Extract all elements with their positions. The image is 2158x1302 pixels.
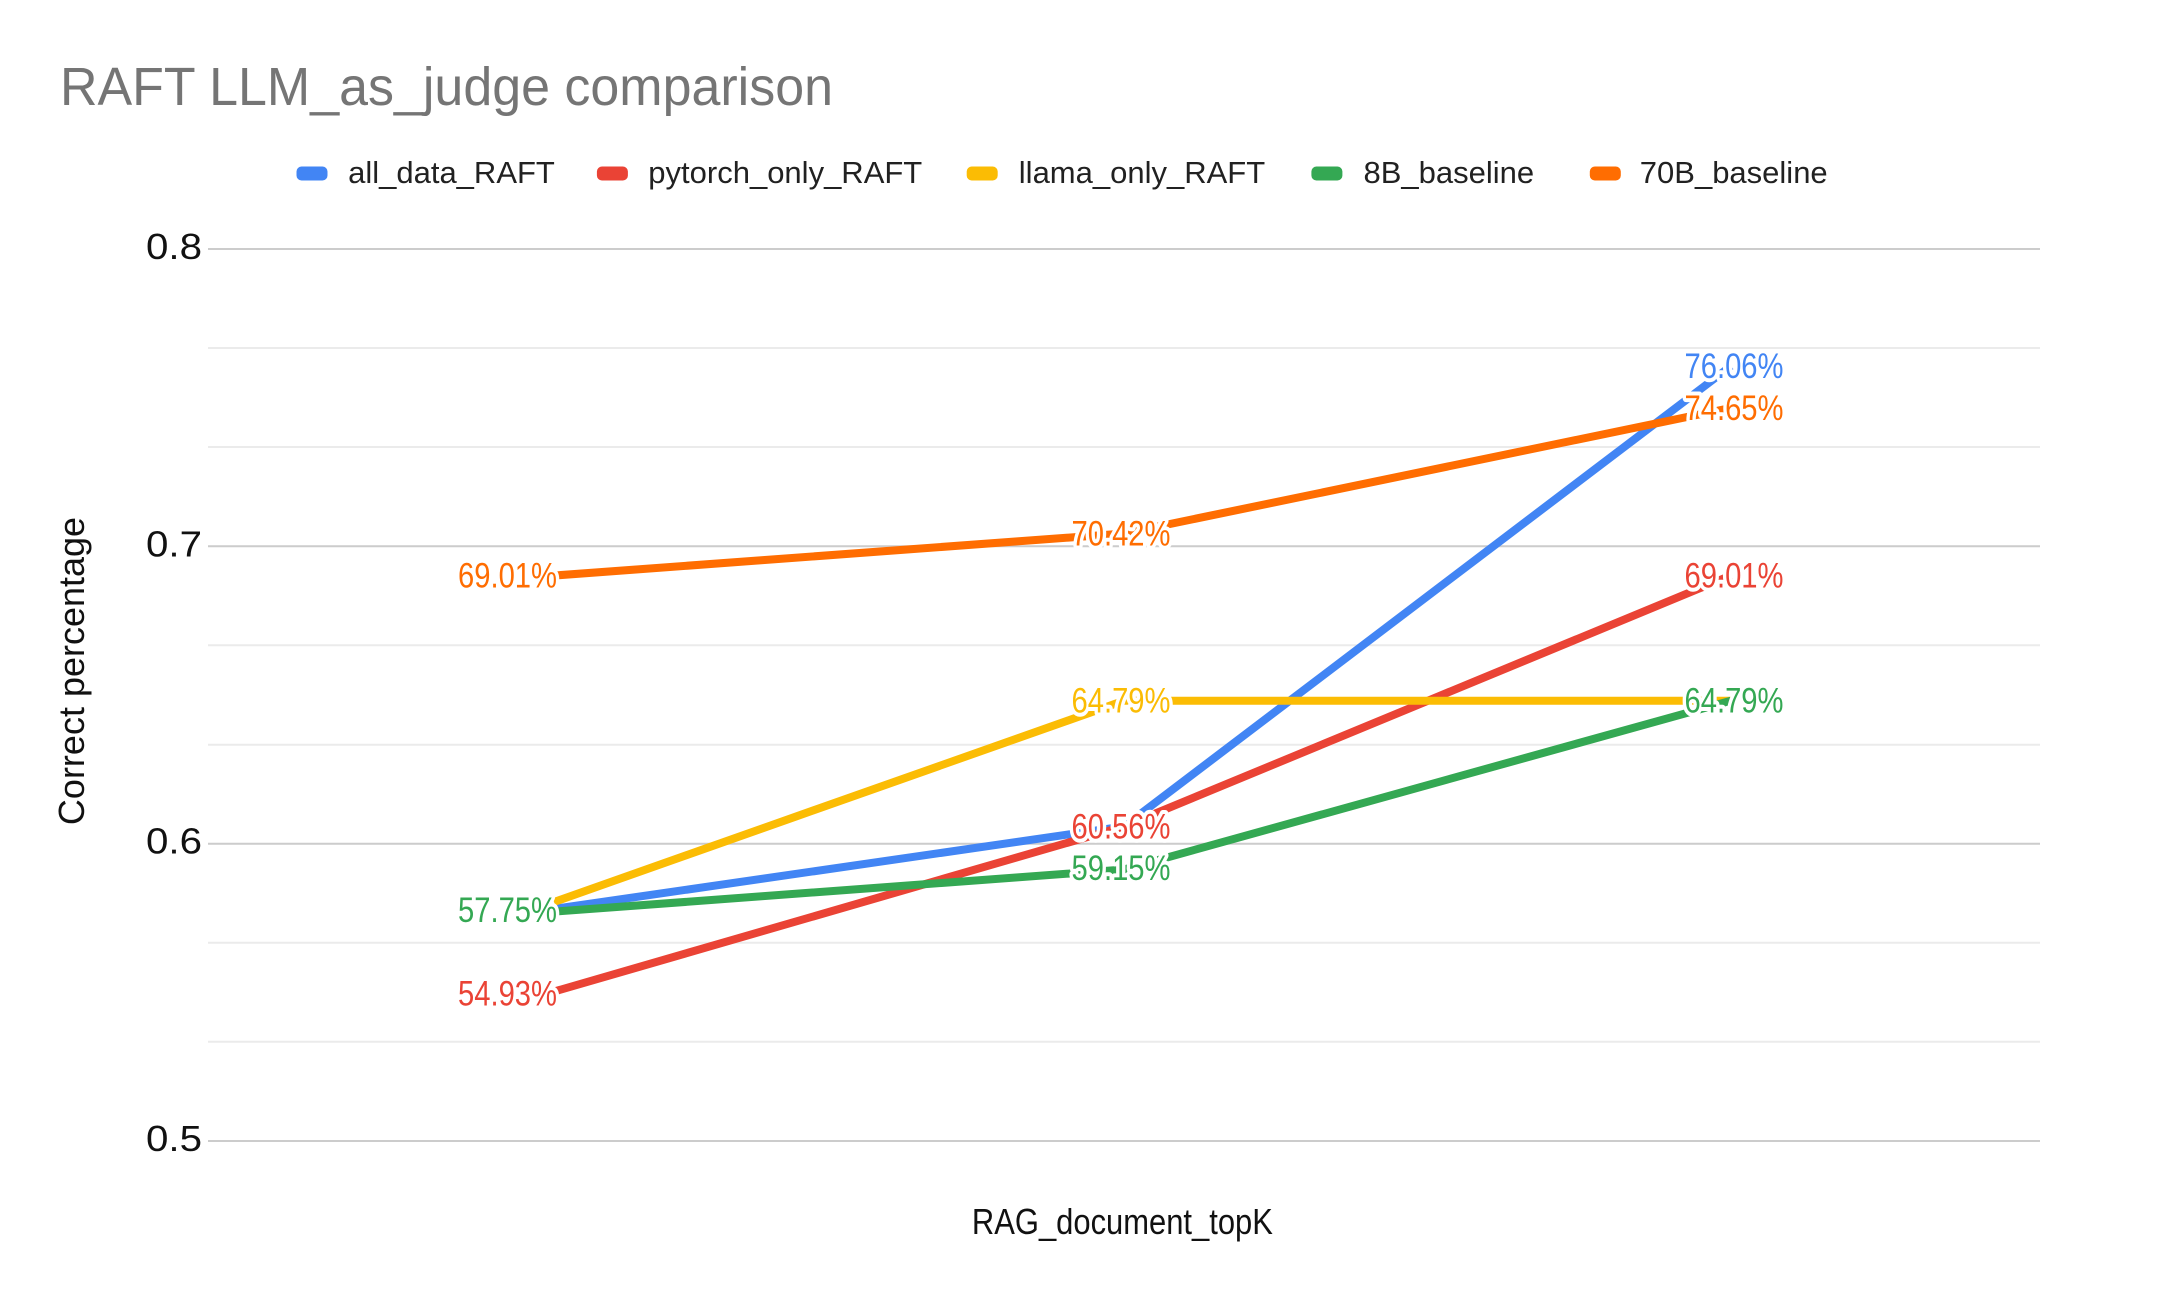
svg-text:74.65%: 74.65%: [1685, 389, 1784, 428]
svg-text:all_data_RAFT: all_data_RAFT: [348, 155, 555, 190]
svg-text:pytorch_only_RAFT: pytorch_only_RAFT: [648, 155, 922, 190]
svg-text:57.75%: 57.75%: [458, 891, 557, 930]
svg-text:70B_baseline: 70B_baseline: [1640, 155, 1828, 190]
svg-text:70.42%: 70.42%: [1072, 515, 1171, 554]
svg-text:RAG_document_topK: RAG_document_topK: [972, 1201, 1273, 1242]
svg-text:59.15%: 59.15%: [1072, 849, 1171, 888]
svg-text:54.93%: 54.93%: [458, 975, 557, 1014]
svg-text:69.01%: 69.01%: [458, 556, 557, 595]
svg-text:8B_baseline: 8B_baseline: [1364, 155, 1535, 190]
svg-text:0.8: 0.8: [146, 226, 202, 267]
svg-text:Correct percentage: Correct percentage: [51, 517, 92, 825]
svg-text:76.06%: 76.06%: [1685, 347, 1784, 386]
svg-text:0.7: 0.7: [146, 523, 202, 564]
svg-text:60.56%: 60.56%: [1072, 807, 1171, 846]
svg-text:llama_only_RAFT: llama_only_RAFT: [1019, 155, 1265, 190]
svg-text:RAFT LLM_as_judge comparison: RAFT LLM_as_judge comparison: [60, 57, 833, 117]
svg-text:69.01%: 69.01%: [1685, 556, 1784, 595]
svg-text:0.5: 0.5: [146, 1118, 202, 1159]
svg-text:0.6: 0.6: [146, 821, 202, 862]
svg-text:64.79%: 64.79%: [1685, 682, 1784, 721]
svg-text:64.79%: 64.79%: [1072, 682, 1171, 721]
